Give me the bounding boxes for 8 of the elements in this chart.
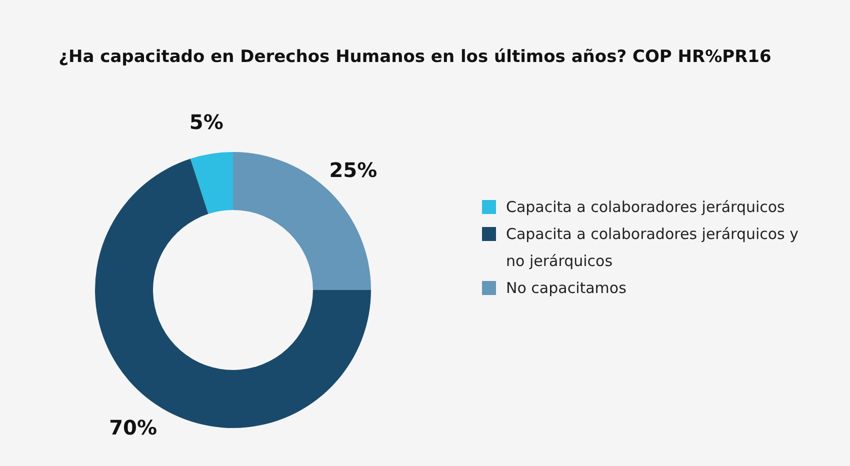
legend-label: No capacitamos: [506, 279, 627, 297]
data-label: 70%: [109, 416, 158, 440]
legend-label: Capacita a colaboradores jerárquicos y no jerárquicos: [506, 225, 799, 270]
data-label: 25%: [329, 158, 378, 182]
donut-slice: [190, 152, 233, 214]
data-label: 5%: [189, 110, 224, 134]
legend-label: Capacita a colaboradores jerárquicos: [506, 198, 786, 216]
chart-title: ¿Ha capacitado en Derechos Humanos en los últimos años? COP HR%PR16: [58, 47, 772, 67]
